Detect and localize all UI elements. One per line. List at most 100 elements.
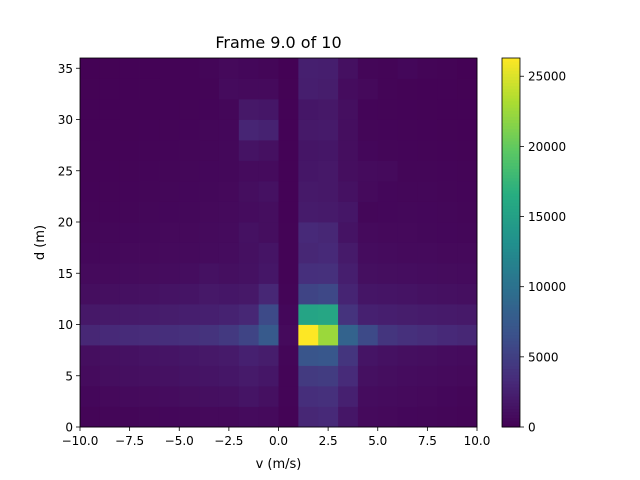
colorbar-segment [502, 58, 520, 62]
y-tick-label: 10 [58, 318, 73, 332]
heatmap-cell [437, 99, 458, 120]
heatmap-cell [318, 283, 339, 305]
heatmap-cell [159, 160, 180, 182]
heatmap-cell [159, 406, 180, 428]
colorbar-segment [502, 82, 520, 87]
heatmap-cell [80, 99, 101, 120]
heatmap-cell [179, 365, 200, 387]
heatmap-cell [199, 201, 220, 223]
heatmap-cell [298, 99, 319, 120]
colorbar-segment [502, 208, 520, 213]
heatmap-cell [357, 160, 379, 182]
heatmap-cell [457, 222, 478, 243]
x-axis-label: v (m/s) [256, 457, 302, 472]
colorbar-segment [502, 377, 520, 382]
heatmap-cell [238, 406, 260, 428]
colorbar-segment [502, 264, 520, 268]
heatmap-cell [199, 304, 220, 325]
heatmap-cell [139, 222, 160, 243]
x-tick-label: 5.0 [368, 434, 387, 448]
heatmap-cell [338, 181, 359, 202]
heatmap-cell [278, 283, 299, 305]
heatmap-cell [357, 242, 379, 264]
heatmap-cell [357, 222, 379, 243]
heatmap-cell [179, 324, 200, 346]
heatmap-cell [159, 283, 180, 305]
heatmap-cell [338, 365, 359, 387]
heatmap-cell [318, 201, 339, 223]
heatmap-cell [139, 242, 160, 264]
heatmap-cell [159, 201, 180, 223]
heatmap-cell [318, 324, 339, 346]
colorbar-segment [502, 159, 520, 164]
heatmap-cell [139, 140, 160, 161]
heatmap-cell [298, 365, 319, 387]
heatmap-cell [417, 283, 438, 305]
heatmap-cell [397, 365, 418, 387]
heatmap-cell [397, 201, 418, 223]
heatmap-cell [357, 386, 379, 407]
heatmap-cell [318, 222, 339, 243]
heatmap-cell [179, 263, 200, 284]
colorbar-segment [502, 260, 520, 265]
heatmap-cell [80, 345, 101, 366]
heatmap-cell [397, 181, 418, 202]
heatmap-cell [417, 99, 438, 120]
heatmap-cell [318, 181, 339, 202]
heatmap-cell [278, 58, 299, 79]
y-tick-label: 25 [58, 164, 73, 178]
heatmap-cell [258, 58, 279, 79]
heatmap-cell [80, 283, 101, 305]
heatmap-cell [377, 160, 398, 182]
heatmap-cell [397, 304, 418, 325]
heatmap-cell [357, 365, 379, 387]
heatmap-cell [238, 78, 260, 100]
colorbar-segment [502, 144, 520, 148]
heatmap-cell [278, 119, 299, 141]
heatmap-cell [278, 386, 299, 407]
heatmap-cell [99, 99, 121, 120]
heatmap-cell [99, 222, 121, 243]
heatmap-cell [278, 78, 299, 100]
heatmap-cell [119, 58, 140, 79]
heatmap-cell [159, 222, 180, 243]
heatmap-cell [80, 324, 101, 346]
heatmap-cell [338, 263, 359, 284]
heatmap-cell [318, 345, 339, 366]
y-tick-label: 30 [58, 113, 73, 127]
y-axis-ticks: 0 5 10 15 20 25 30 35 [58, 62, 80, 435]
heatmap-cell [298, 78, 319, 100]
heatmap-cell [238, 242, 260, 264]
heatmap-cell [119, 222, 140, 243]
colorbar-segment [502, 199, 520, 204]
heatmap-cell [80, 78, 101, 100]
heatmap-cell [397, 160, 418, 182]
heatmap-cell [437, 406, 458, 428]
colorbar-segment [502, 171, 520, 176]
colorbar-segment [502, 390, 520, 394]
heatmap-cell [338, 78, 359, 100]
heatmap-cell [258, 263, 279, 284]
heatmap-cell [397, 78, 418, 100]
heatmap-cell [357, 263, 379, 284]
colorbar-segment [502, 227, 520, 231]
heatmap-cell [417, 304, 438, 325]
heatmap-cell [99, 263, 121, 284]
heatmap-cell [99, 365, 121, 387]
heatmap-cell [457, 140, 478, 161]
heatmap-cell [437, 345, 458, 366]
heatmap-cell [159, 140, 180, 161]
colorbar-segment [502, 350, 520, 354]
heatmap-cell [437, 222, 458, 243]
heatmap-cell [338, 345, 359, 366]
colorbar-segment [502, 190, 520, 194]
heatmap-cell [80, 242, 101, 264]
heatmap-cell [238, 160, 260, 182]
heatmap-cell [278, 140, 299, 161]
colorbar-segment [502, 411, 520, 416]
heatmap-cell [377, 78, 398, 100]
heatmap-cell [318, 140, 339, 161]
colorbar-segment [502, 343, 520, 348]
heatmap-cell [417, 58, 438, 79]
heatmap-cell [119, 304, 140, 325]
